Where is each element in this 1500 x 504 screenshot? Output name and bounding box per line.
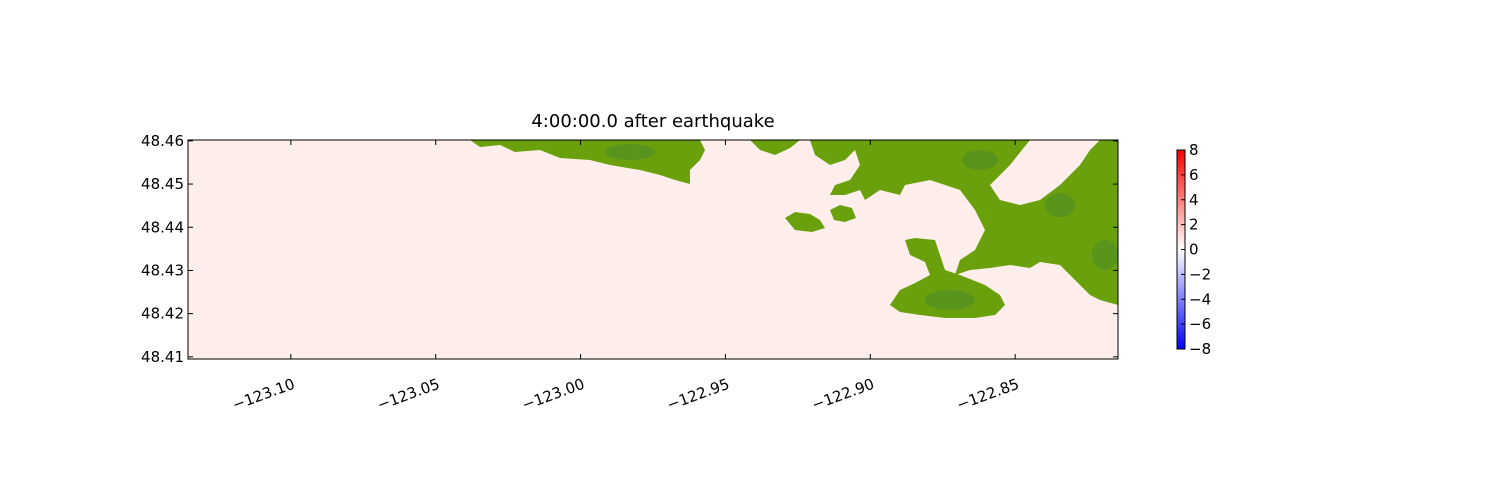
colorbar-tick-label: −8 <box>1189 340 1211 358</box>
y-tick-label: 48.46 <box>141 132 184 150</box>
colorbar-tick-label: 2 <box>1189 216 1199 234</box>
colorbar-tick-label: −2 <box>1189 265 1211 283</box>
y-tick-label: 48.44 <box>141 218 184 236</box>
colorbar-tick-label: 0 <box>1189 241 1199 259</box>
plot-frame <box>187 139 1119 360</box>
x-tick-label: −123.00 <box>520 375 587 414</box>
x-tick-label: −122.85 <box>954 375 1021 414</box>
colorbar-tick-label: −6 <box>1189 315 1211 333</box>
colorbar-tick-label: 8 <box>1189 141 1199 159</box>
y-tick-label: 48.45 <box>141 175 184 193</box>
x-tick-label: −122.95 <box>665 375 732 414</box>
y-tick-label: 48.43 <box>141 261 184 279</box>
x-tick-label: −123.05 <box>375 375 442 414</box>
colorbar-tick-label: 4 <box>1189 191 1199 209</box>
y-tick-label: 48.42 <box>141 305 184 323</box>
x-tick-label: −123.10 <box>230 375 297 414</box>
colorbar-tick-label: 6 <box>1189 166 1199 184</box>
land <box>470 140 1118 318</box>
x-tick-label: −122.90 <box>809 375 876 414</box>
colorbar-tick-label: −4 <box>1189 290 1211 308</box>
chart-title: 4:00:00.0 after earthquake <box>531 111 774 132</box>
y-tick-label: 48.41 <box>141 348 184 366</box>
